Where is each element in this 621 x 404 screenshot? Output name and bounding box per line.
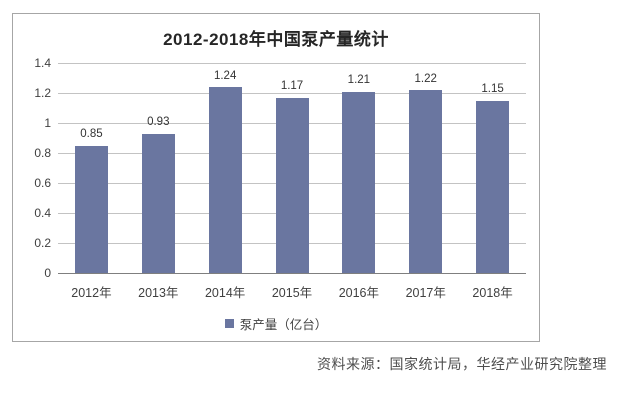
- bar: [74, 145, 108, 273]
- y-tick-label: 1: [44, 116, 51, 130]
- y-tick-label: 0.8: [34, 146, 51, 160]
- x-tick-label: 2016年: [338, 286, 380, 300]
- y-tick-label: 0.6: [34, 176, 51, 190]
- y-tick-label: 1.4: [34, 56, 51, 70]
- x-tick-label: 2015年: [271, 286, 313, 300]
- bar-group: 1.17: [259, 63, 326, 273]
- plot-area: 0.85 0.93 1.24 1.17 1.21 1.22 1.15: [58, 63, 526, 274]
- x-tick-label: 2017年: [405, 286, 446, 300]
- bar: [208, 87, 242, 273]
- y-axis: 1.4 1.2 1 0.8 0.6 0.4 0.2 0: [13, 56, 53, 280]
- x-tick-label: 2013年: [138, 286, 179, 300]
- y-tick-label: 0.4: [34, 206, 51, 220]
- bar-value-label: 0.93: [147, 116, 170, 128]
- bar-group: 0.85: [58, 63, 125, 273]
- bar-group: 1.24: [192, 63, 259, 273]
- bar-series: 0.85 0.93 1.24 1.17 1.21 1.22 1.15: [58, 63, 526, 273]
- bar-value-label: 1.21: [347, 74, 371, 86]
- gridline: [58, 93, 526, 94]
- bar: [476, 100, 510, 273]
- x-axis-line: [58, 273, 526, 274]
- bar-value-label: 1.24: [213, 69, 237, 82]
- bar-group: 1.22: [392, 63, 459, 273]
- y-tick-label: 0.2: [34, 236, 51, 250]
- bar: [141, 133, 175, 273]
- bar-group: 1.21: [325, 63, 392, 273]
- bar-value-label: 0.85: [80, 128, 103, 140]
- bar: [275, 97, 309, 273]
- chart-container: 2012-2018年中国泵产量统计 1.4 1.2 1 0.8 0.6 0.4 0.2 0 0…: [12, 13, 540, 342]
- chart-title: 2012-2018年中国泵产量统计: [163, 30, 389, 49]
- bar: [409, 90, 443, 273]
- bar: [342, 91, 376, 273]
- legend-label: 泵产量（亿台）: [239, 318, 328, 332]
- gridline: [58, 63, 526, 64]
- x-axis: 2012年 2013年 2014年 2015年 2016年 2017年 2018年: [58, 282, 526, 301]
- source-attribution: 资料来源：国家统计局，华经产业研究院整理: [317, 356, 607, 372]
- bar-group: 0.93: [125, 63, 192, 273]
- bar-value-label: 1.22: [414, 72, 437, 85]
- y-tick-label: 0: [44, 266, 51, 280]
- x-tick-label: 2018年: [472, 286, 513, 300]
- legend: 泵产量（亿台）: [13, 314, 539, 333]
- bar-group: 1.15: [459, 63, 526, 273]
- x-tick-label: 2014年: [204, 286, 246, 300]
- x-tick-label: 2012年: [71, 286, 112, 300]
- y-tick-label: 1.2: [34, 86, 51, 100]
- bar-value-label: 1.17: [280, 80, 304, 92]
- legend-swatch-icon: [224, 319, 234, 328]
- bar-value-label: 1.15: [481, 83, 504, 95]
